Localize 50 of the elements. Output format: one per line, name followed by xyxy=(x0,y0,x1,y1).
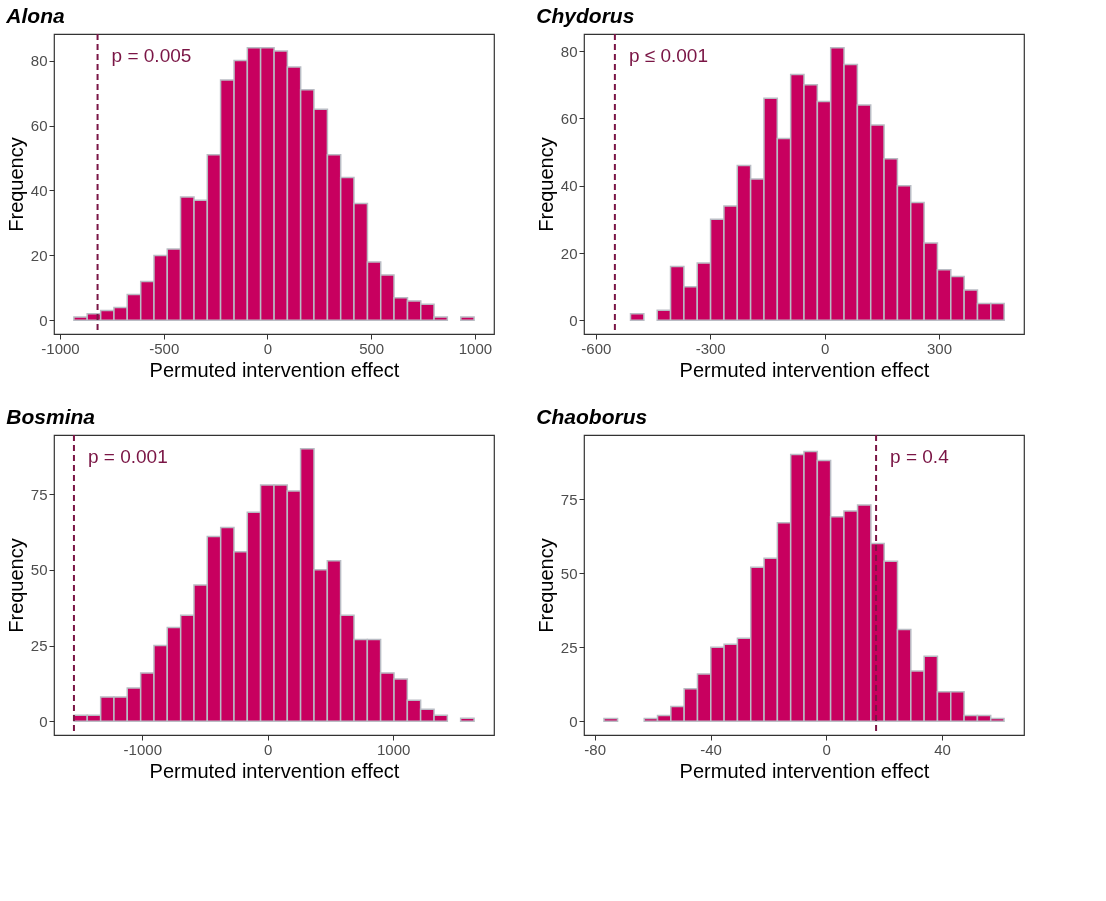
x-tick-label: 1000 xyxy=(376,740,411,758)
x-tick-label: 300 xyxy=(926,339,952,357)
x-tick-label: -500 xyxy=(149,339,180,357)
x-tick-label: -1000 xyxy=(123,740,162,758)
y-tick-label: 0 xyxy=(569,712,578,730)
annotation: p = 0.001 xyxy=(87,446,168,467)
y-tick-label: 20 xyxy=(560,244,578,262)
x-tick-label: -1000 xyxy=(41,339,80,357)
annotation: p ≤ 0.001 xyxy=(628,45,708,66)
y-tick-label: 75 xyxy=(30,485,48,503)
y-tick-label: 60 xyxy=(560,109,578,127)
x-tick-label: 40 xyxy=(934,740,951,758)
annotation: p = 0.005 xyxy=(111,45,192,66)
y-tick-label: 75 xyxy=(560,490,578,508)
y-tick-label: 80 xyxy=(560,42,578,60)
y-axis-title: Frequency xyxy=(534,538,557,633)
x-tick-label: -40 xyxy=(700,740,722,758)
y-tick-label: 80 xyxy=(30,52,48,70)
y-tick-label: 0 xyxy=(39,712,48,730)
x-tick-label: 0 xyxy=(822,740,831,758)
chart-title: Chaoborus xyxy=(536,405,648,428)
chart-title: Alona xyxy=(5,4,65,27)
x-tick-label: -80 xyxy=(584,740,607,758)
y-tick-label: 40 xyxy=(560,177,578,195)
x-tick-label: 1000 xyxy=(458,339,493,357)
y-axis-title: Frequency xyxy=(4,538,27,633)
y-tick-label: 50 xyxy=(30,561,48,579)
x-axis-title: Permuted intervention effect xyxy=(149,759,400,782)
y-tick-label: 40 xyxy=(30,181,48,199)
x-tick-label: -600 xyxy=(581,339,612,357)
y-tick-label: 0 xyxy=(569,311,578,329)
x-tick-label: 0 xyxy=(264,740,273,758)
y-tick-label: 0 xyxy=(39,311,48,329)
y-tick-label: 50 xyxy=(560,564,578,582)
chart-title: Bosmina xyxy=(6,405,96,428)
y-tick-label: 25 xyxy=(560,638,578,656)
y-tick-label: 60 xyxy=(30,117,48,135)
chart-title: Chydorus xyxy=(536,4,635,27)
y-tick-label: 25 xyxy=(30,637,48,655)
x-tick-label: 500 xyxy=(359,339,385,357)
y-axis-title: Frequency xyxy=(4,137,27,232)
annotation: p = 0.4 xyxy=(890,446,950,467)
x-tick-label: -300 xyxy=(695,339,726,357)
y-tick-label: 20 xyxy=(30,246,48,264)
x-tick-label: 0 xyxy=(820,339,830,357)
x-axis-title: Permuted intervention effect xyxy=(149,358,400,381)
x-tick-label: 0 xyxy=(263,339,273,357)
x-axis-title: Permuted intervention effect xyxy=(679,358,930,381)
y-axis-title: Frequency xyxy=(534,137,557,232)
x-axis-title: Permuted intervention effect xyxy=(679,759,930,782)
